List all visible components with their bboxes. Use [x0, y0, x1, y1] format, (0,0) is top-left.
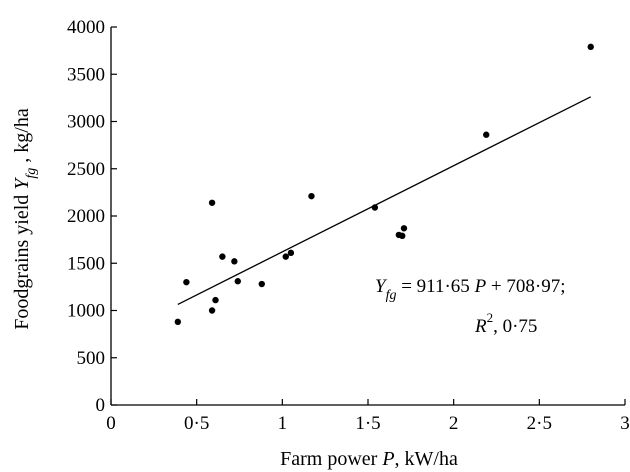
x-tick-label: 0: [106, 413, 116, 434]
ticks: 0 0·5 1 1·5 2 2·5 3 0 500 1000 1500 2000 2500 3000 350…: [67, 17, 630, 434]
data-point: [282, 253, 289, 260]
data-point: [174, 318, 182, 326]
fit-line: [177, 96, 592, 305]
y-tick-label: 3500: [67, 64, 105, 85]
data-points: [174, 43, 594, 326]
r-squared-label: R2, 0·75: [474, 310, 537, 337]
data-point: [399, 232, 406, 240]
data-point: [587, 43, 594, 51]
fit-equation: Yfg = 911·65 P + 708·97;: [375, 276, 566, 303]
data-point: [287, 249, 295, 257]
data-point: [371, 204, 379, 211]
x-tick-label: 3: [620, 413, 630, 434]
y-tick-label: 1000: [67, 301, 105, 322]
fit-line-group: [177, 96, 592, 305]
data-point: [208, 199, 216, 206]
data-point: [208, 307, 216, 314]
data-point: [234, 278, 241, 285]
x-tick-label: 2·5: [527, 413, 552, 434]
y-tick-label: 3000: [67, 112, 105, 133]
x-tick-label: 2: [449, 413, 459, 434]
x-tick-label: 0·5: [184, 413, 209, 434]
data-point: [308, 192, 315, 200]
y-tick-label: 1500: [67, 253, 105, 274]
data-point: [212, 296, 219, 304]
data-point: [400, 225, 408, 232]
x-axis-title: Farm power P, kW/ha: [280, 448, 458, 470]
data-point: [219, 253, 226, 260]
y-tick-label: 2000: [67, 206, 105, 227]
data-point: [231, 258, 238, 265]
y-tick-label: 4000: [67, 17, 105, 38]
y-axis-title: Foodgrains yield Yfg , kg/ha: [11, 108, 39, 330]
y-tick-label: 2500: [67, 159, 105, 180]
data-point: [483, 131, 490, 138]
y-tick-label: 0: [96, 395, 106, 416]
data-point: [183, 278, 190, 286]
data-point: [258, 280, 265, 288]
axes: [110, 27, 625, 406]
y-tick-label: 500: [77, 348, 106, 369]
x-tick-label: 1: [278, 413, 288, 434]
x-tick-label: 1·5: [355, 413, 380, 434]
